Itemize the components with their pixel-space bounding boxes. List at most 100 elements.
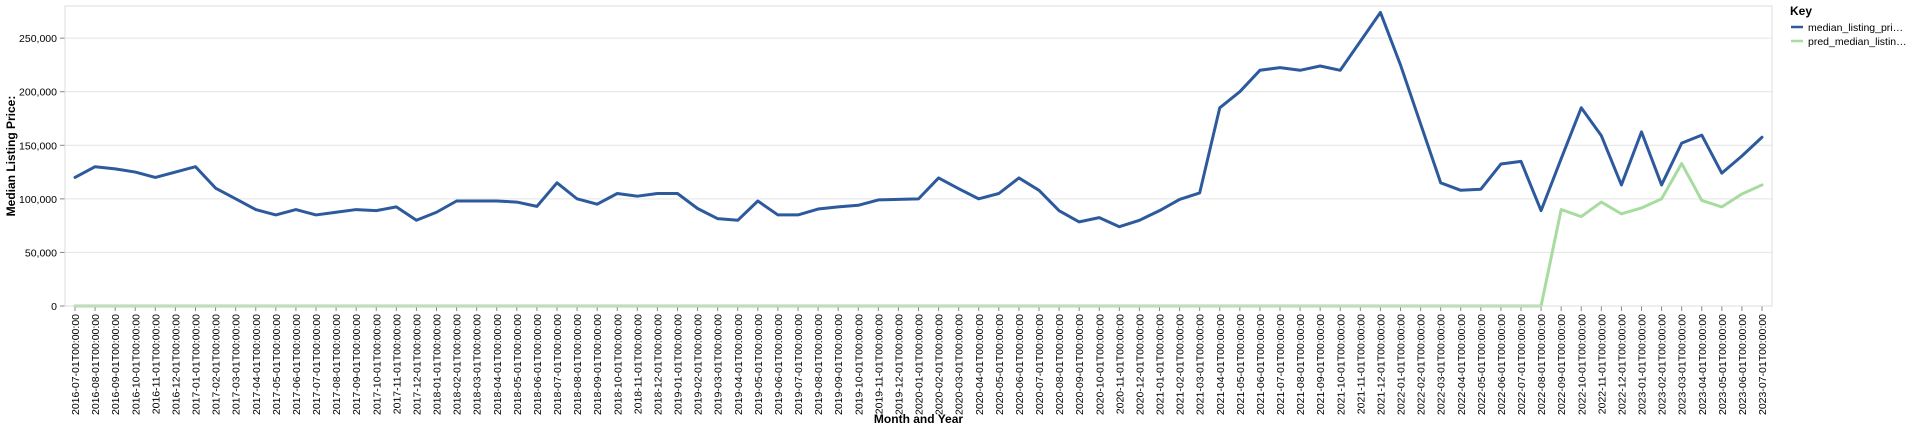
x-tick-label: 2021-05-01T00:00:00	[1235, 314, 1247, 415]
legend-label: median_listing_pri…	[1808, 22, 1903, 34]
x-tick-label: 2023-07-01T00:00:00	[1757, 314, 1769, 415]
x-tick-label: 2018-03-01T00:00:00	[472, 314, 484, 415]
x-tick-label: 2016-12-01T00:00:00	[170, 314, 182, 415]
x-tick-label: 2021-11-01T00:00:00	[1355, 314, 1367, 414]
x-tick-label: 2020-03-01T00:00:00	[954, 314, 966, 415]
x-tick-label: 2020-01-01T00:00:00	[914, 314, 926, 415]
x-tick-label: 2021-08-01T00:00:00	[1295, 314, 1307, 415]
x-tick-label: 2021-01-01T00:00:00	[1155, 314, 1167, 415]
x-tick-label: 2023-05-01T00:00:00	[1717, 314, 1729, 415]
plot-frame	[64, 5, 1773, 307]
x-tick-label: 2023-03-01T00:00:00	[1677, 314, 1689, 415]
x-tick-label: 2018-08-01T00:00:00	[572, 314, 584, 415]
x-tick-label: 2016-08-01T00:00:00	[90, 314, 102, 415]
x-tick-label: 2019-07-01T00:00:00	[793, 314, 805, 415]
x-tick-label: 2021-07-01T00:00:00	[1275, 314, 1287, 415]
y-axis-title: Median Listing Price:	[4, 96, 18, 217]
gridlines	[65, 37, 1772, 307]
x-tick-label: 2016-09-01T00:00:00	[110, 314, 122, 415]
y-tick-label: 0	[51, 301, 57, 313]
x-tick-label: 2018-02-01T00:00:00	[452, 314, 464, 415]
x-tick-label: 2019-08-01T00:00:00	[813, 314, 825, 415]
x-tick-label: 2019-11-01T00:00:00	[873, 314, 885, 414]
x-tick-label: 2017-04-01T00:00:00	[251, 314, 263, 415]
legend-title: Key	[1790, 4, 1812, 18]
y-tick-label: 150,000	[19, 140, 57, 152]
x-tick-label: 2019-01-01T00:00:00	[673, 314, 685, 415]
x-tick-label: 2020-11-01T00:00:00	[1114, 314, 1126, 414]
x-tick-label: 2020-10-01T00:00:00	[1094, 314, 1106, 415]
x-tick-label: 2018-07-01T00:00:00	[552, 314, 564, 415]
x-tick-label: 2017-12-01T00:00:00	[411, 314, 423, 415]
x-tick-label: 2017-06-01T00:00:00	[291, 314, 303, 415]
x-tick-label: 2020-06-01T00:00:00	[1014, 314, 1026, 415]
x-tick-label: 2022-03-01T00:00:00	[1436, 314, 1448, 415]
x-tick-label: 2016-11-01T00:00:00	[150, 314, 162, 414]
legend-label: pred_median_listin…	[1808, 36, 1907, 48]
x-tick-label: 2018-05-01T00:00:00	[512, 314, 524, 415]
x-tick-label: 2019-10-01T00:00:00	[853, 314, 865, 415]
x-tick-label: 2017-09-01T00:00:00	[351, 314, 363, 415]
x-tick-label: 2023-02-01T00:00:00	[1657, 314, 1669, 415]
x-tick-label: 2017-07-01T00:00:00	[311, 314, 323, 415]
x-tick-label: 2017-01-01T00:00:00	[191, 314, 203, 415]
x-tick-label: 2019-03-01T00:00:00	[713, 314, 725, 415]
x-tick-label: 2021-09-01T00:00:00	[1315, 314, 1327, 415]
x-tick-label: 2016-07-01T00:00:00	[70, 314, 82, 415]
x-tick-label: 2021-02-01T00:00:00	[1175, 314, 1187, 415]
x-tick-label: 2018-09-01T00:00:00	[592, 314, 604, 415]
x-tick-label: 2022-05-01T00:00:00	[1476, 314, 1488, 415]
x-tick-label: 2020-05-01T00:00:00	[994, 314, 1006, 415]
x-tick-label: 2022-01-01T00:00:00	[1396, 314, 1408, 415]
x-tick-label: 2019-04-01T00:00:00	[733, 314, 745, 415]
legend: Key median_listing_pri… pred_median_listi…	[1790, 4, 1907, 48]
x-tick-label: 2022-04-01T00:00:00	[1456, 314, 1468, 415]
x-tick-label: 2022-06-01T00:00:00	[1496, 314, 1508, 415]
x-tick-label: 2019-09-01T00:00:00	[833, 314, 845, 415]
y-tick-label: 200,000	[19, 87, 57, 99]
x-tick-label: 2017-08-01T00:00:00	[331, 314, 343, 415]
x-axis-title: Month and Year	[874, 412, 963, 426]
x-tick-label: 2018-10-01T00:00:00	[612, 314, 624, 415]
x-tick-label: 2020-12-01T00:00:00	[1134, 314, 1146, 415]
x-tick-label: 2021-06-01T00:00:00	[1255, 314, 1267, 415]
x-tick-label: 2023-06-01T00:00:00	[1737, 314, 1749, 415]
y-tick-label: 250,000	[19, 33, 57, 45]
x-tick-label: 2021-03-01T00:00:00	[1195, 314, 1207, 415]
x-tick-label: 2023-01-01T00:00:00	[1637, 314, 1649, 415]
x-tick-label: 2019-05-01T00:00:00	[753, 314, 765, 415]
x-tick-label: 2018-04-01T00:00:00	[492, 314, 504, 415]
y-axis: 0 50,000 100,000 150,000 200,000 250,000	[19, 6, 66, 313]
y-tick-label: 100,000	[19, 194, 57, 206]
x-tick-label: 2017-11-01T00:00:00	[391, 314, 403, 414]
x-tick-label: 2019-12-01T00:00:00	[893, 314, 905, 415]
x-tick-label: 2023-04-01T00:00:00	[1697, 314, 1709, 415]
x-tick-label: 2019-06-01T00:00:00	[773, 314, 785, 415]
y-tick-label: 50,000	[25, 247, 57, 259]
x-tick-label: 2021-12-01T00:00:00	[1375, 314, 1387, 415]
x-axis: 2016-07-01T00:00:00 2016-08-01T00:00:00 20…	[65, 305, 1772, 415]
x-tick-label: 2021-10-01T00:00:00	[1335, 314, 1347, 415]
x-tick-label: 2017-10-01T00:00:00	[371, 314, 383, 415]
series-lines	[73, 10, 1764, 308]
x-tick-label: 2022-08-01T00:00:00	[1536, 314, 1548, 415]
x-tick-label: 2020-07-01T00:00:00	[1034, 314, 1046, 415]
x-tick-label: 2018-01-01T00:00:00	[432, 314, 444, 415]
x-tick-label: 2020-02-01T00:00:00	[934, 314, 946, 415]
x-tick-label: 2021-04-01T00:00:00	[1215, 314, 1227, 415]
x-tick-label: 2018-12-01T00:00:00	[652, 314, 664, 415]
x-tick-label: 2017-02-01T00:00:00	[211, 314, 223, 415]
x-tick-label: 2020-04-01T00:00:00	[974, 314, 986, 415]
x-tick-label: 2018-06-01T00:00:00	[532, 314, 544, 415]
x-tick-label: 2022-12-01T00:00:00	[1616, 314, 1628, 415]
x-tick-label: 2020-09-01T00:00:00	[1074, 314, 1086, 415]
x-tick-label: 2022-07-01T00:00:00	[1516, 314, 1528, 415]
series-line	[73, 10, 1764, 229]
x-tick-label: 2017-03-01T00:00:00	[231, 314, 243, 415]
x-tick-label: 2022-11-01T00:00:00	[1596, 314, 1608, 414]
series-line	[73, 162, 1764, 308]
x-tick-label: 2022-10-01T00:00:00	[1576, 314, 1588, 415]
x-tick-label: 2016-10-01T00:00:00	[130, 314, 142, 415]
x-tick-label: 2022-09-01T00:00:00	[1556, 314, 1568, 415]
